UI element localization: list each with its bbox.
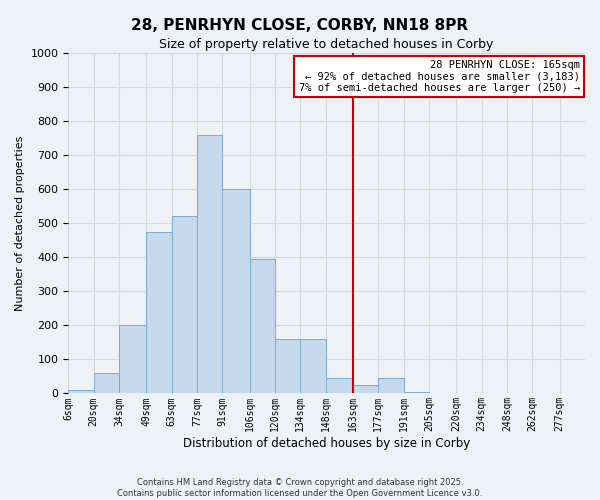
Bar <box>68 390 94 394</box>
Bar <box>223 189 250 394</box>
Bar <box>275 339 301 394</box>
Bar <box>197 134 223 394</box>
Bar <box>146 232 172 394</box>
Text: Contains HM Land Registry data © Crown copyright and database right 2025.
Contai: Contains HM Land Registry data © Crown c… <box>118 478 482 498</box>
Bar <box>326 378 353 394</box>
Bar <box>94 373 119 394</box>
Bar <box>404 392 429 394</box>
X-axis label: Distribution of detached houses by size in Corby: Distribution of detached houses by size … <box>183 437 470 450</box>
Bar <box>353 385 379 394</box>
Title: Size of property relative to detached houses in Corby: Size of property relative to detached ho… <box>160 38 494 51</box>
Text: 28 PENRHYN CLOSE: 165sqm
← 92% of detached houses are smaller (3,183)
7% of semi: 28 PENRHYN CLOSE: 165sqm ← 92% of detach… <box>299 60 580 93</box>
Bar <box>119 326 146 394</box>
Bar <box>301 339 326 394</box>
Bar <box>379 378 404 394</box>
Y-axis label: Number of detached properties: Number of detached properties <box>15 136 25 311</box>
Bar <box>172 216 197 394</box>
Text: 28, PENRHYN CLOSE, CORBY, NN18 8PR: 28, PENRHYN CLOSE, CORBY, NN18 8PR <box>131 18 469 32</box>
Bar <box>250 259 275 394</box>
